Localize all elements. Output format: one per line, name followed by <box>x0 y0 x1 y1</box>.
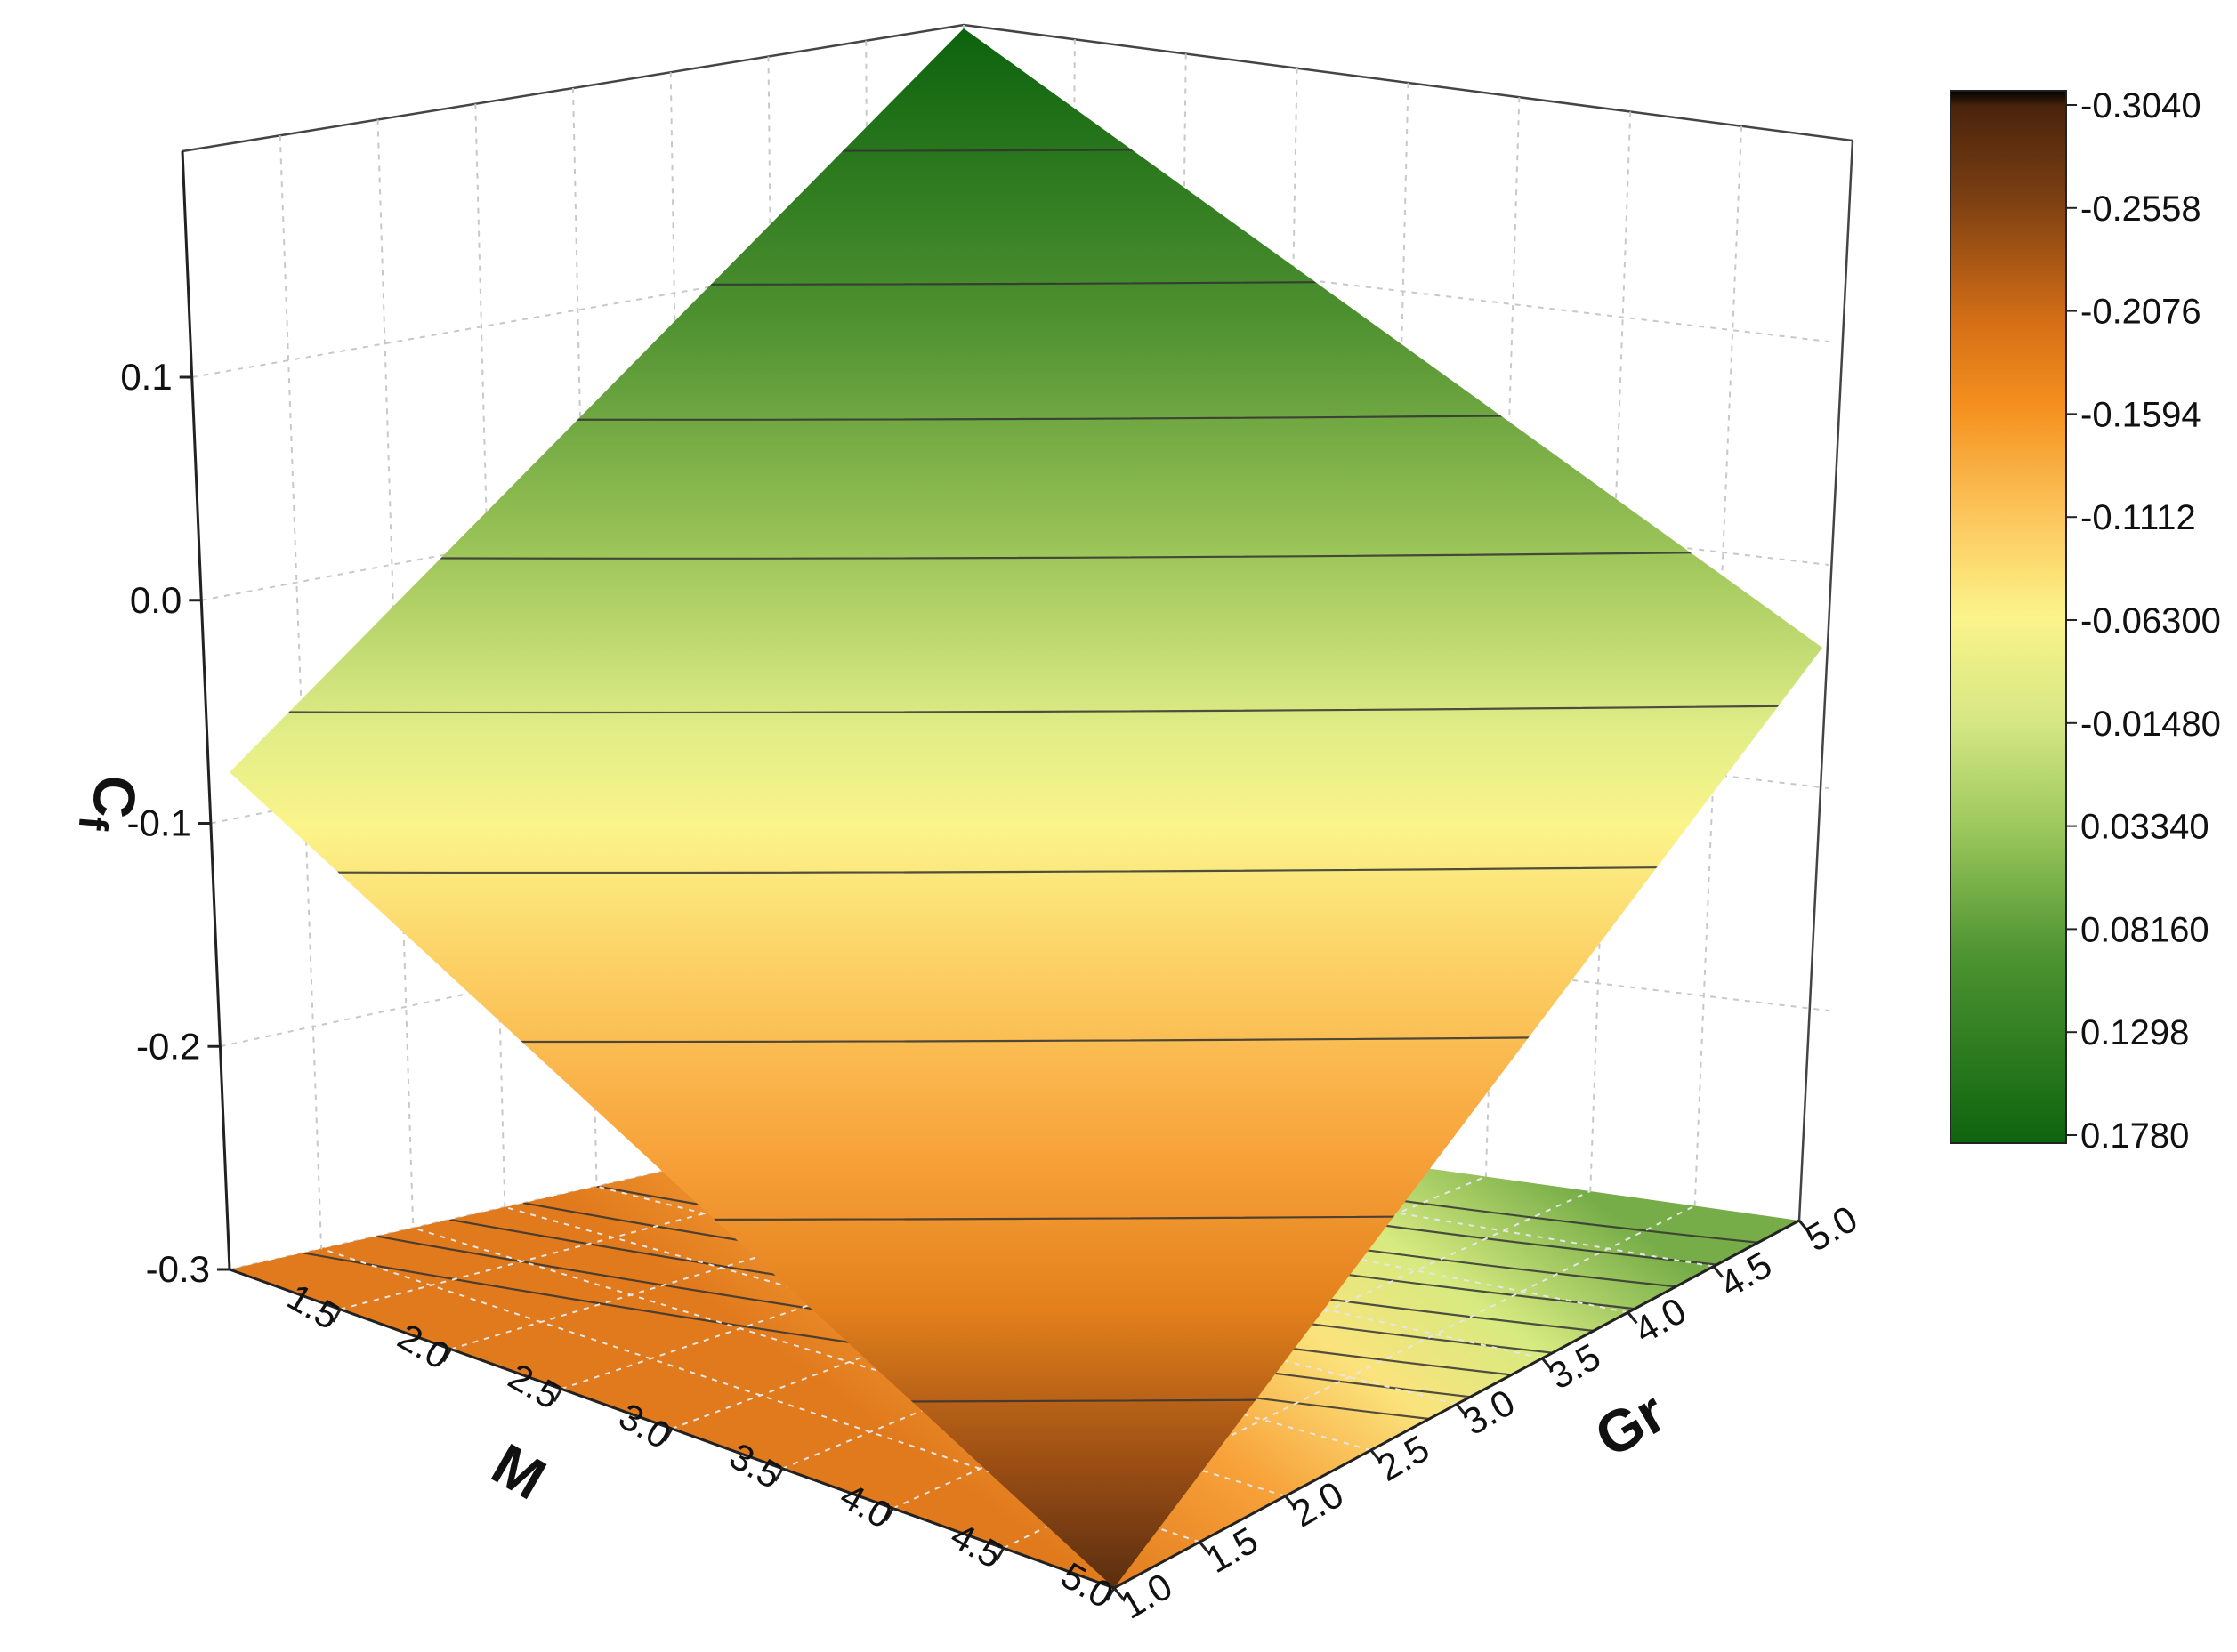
x-tick-mark <box>663 1428 674 1442</box>
x-tick-mark <box>331 1309 342 1323</box>
y-tick-mark <box>1112 1587 1125 1600</box>
x-tick-mark <box>553 1388 563 1402</box>
y-tick-mark <box>1369 1449 1381 1463</box>
y-tick-mark <box>1455 1403 1467 1416</box>
y-tick-label: 5.0 <box>1798 1197 1864 1260</box>
colorbar-gradient <box>1950 90 2067 1144</box>
z-axis: -0.3 -0.2 -0.1 0.0 0.1 Cf <box>70 150 231 1290</box>
colorbar-label: 0.03340 <box>2080 808 2209 847</box>
z-tick-label: 0.1 <box>120 356 172 398</box>
colorbar-label: -0.2076 <box>2080 293 2201 332</box>
y-tick-mark <box>1797 1220 1810 1232</box>
z-axis-title: Cf <box>70 772 149 835</box>
y-tick-mark <box>1712 1265 1724 1278</box>
x-tick-mark <box>442 1348 452 1363</box>
z-tick-label: -0.3 <box>146 1248 210 1290</box>
colorbar-label: -0.06300 <box>2080 601 2221 641</box>
z-tick-label: -0.1 <box>126 802 190 844</box>
y-tick-mark <box>1199 1541 1210 1554</box>
y-tick-mark <box>1541 1357 1553 1370</box>
colorbar-label: -0.01480 <box>2080 705 2221 744</box>
colorbar-label: 0.1780 <box>2080 1116 2189 1156</box>
y-tick-mark <box>1284 1495 1296 1508</box>
colorbar-label: -0.1112 <box>2080 498 2196 537</box>
colorbar: -0.3040 -0.2558 -0.2076 -0.1594 -0.1112 -0.06… <box>1950 86 2221 1156</box>
grid-line <box>201 456 965 601</box>
y-tick-mark <box>1627 1311 1638 1325</box>
surface-contour <box>230 863 1822 874</box>
x-tick-mark <box>1105 1587 1116 1601</box>
colorbar-label: -0.1594 <box>2080 395 2201 434</box>
x-tick-mark <box>995 1547 1005 1561</box>
grid-line <box>871 1123 1714 1268</box>
surface-contour <box>230 703 1822 714</box>
grid-line <box>279 135 323 1249</box>
x-tick-mark <box>773 1468 784 1482</box>
z-tick-label: 0.0 <box>130 579 182 621</box>
colorbar-label: 0.08160 <box>2080 910 2209 949</box>
y-axis-title: Gr <box>1584 1379 1676 1471</box>
colorbar-label: 0.1298 <box>2080 1013 2189 1052</box>
z-tick-label: -0.2 <box>136 1025 200 1067</box>
x-axis-title: M <box>481 1430 557 1512</box>
colorbar-label: -0.3040 <box>2080 86 2201 125</box>
x-tick-mark <box>884 1507 894 1522</box>
colorbar-label: -0.2558 <box>2080 189 2201 229</box>
